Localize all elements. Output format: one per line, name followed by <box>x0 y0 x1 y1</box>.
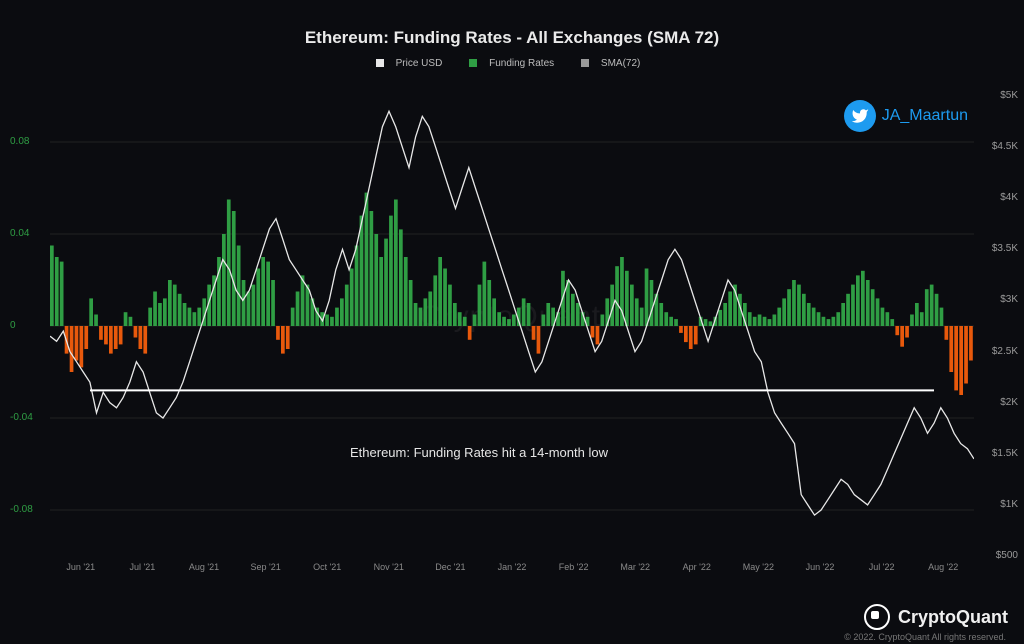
legend-label: SMA(72) <box>601 58 640 69</box>
x-tick: Apr '22 <box>683 562 711 572</box>
x-tick: Feb '22 <box>559 562 589 572</box>
y-right-tick: $500 <box>996 550 1018 561</box>
chart-title: Ethereum: Funding Rates - All Exchanges … <box>0 28 1024 48</box>
x-tick: Mar '22 <box>620 562 650 572</box>
legend-item: Price USD <box>376 58 451 69</box>
x-tick: Nov '21 <box>374 562 404 572</box>
x-tick: Jul '21 <box>130 562 156 572</box>
x-tick: Aug '21 <box>189 562 219 572</box>
x-tick: Aug '22 <box>928 562 958 572</box>
y-right-tick: $5K <box>1000 90 1018 101</box>
brand-name: CryptoQuant <box>898 607 1008 628</box>
brand-icon <box>864 604 890 630</box>
y-right-tick: $4K <box>1000 192 1018 203</box>
x-tick: May '22 <box>743 562 774 572</box>
legend-item: SMA(72) <box>581 58 648 69</box>
twitter-badge[interactable]: JA_Maartun <box>844 100 968 132</box>
y-left-tick: 0 <box>10 320 16 331</box>
y-left-tick: 0.04 <box>10 228 29 239</box>
legend-label: Price USD <box>396 58 443 69</box>
x-tick: Sep '21 <box>250 562 280 572</box>
y-left-tick: -0.08 <box>10 504 33 515</box>
twitter-handle: JA_Maartun <box>882 107 968 125</box>
copyright: © 2022. CryptoQuant All rights reserved. <box>844 632 1006 642</box>
plot-area <box>50 96 974 556</box>
branding: CryptoQuant <box>864 604 1008 630</box>
y-left-tick: -0.04 <box>10 412 33 423</box>
y-right-tick: $4.5K <box>992 141 1018 152</box>
y-right-tick: $1.5K <box>992 448 1018 459</box>
legend-item: Funding Rates <box>469 58 562 69</box>
x-tick: Jul '22 <box>869 562 895 572</box>
twitter-icon <box>844 100 876 132</box>
x-tick: Jun '21 <box>66 562 95 572</box>
x-tick: Jun '22 <box>806 562 835 572</box>
y-right-tick: $3.5K <box>992 243 1018 254</box>
y-right-tick: $3K <box>1000 294 1018 305</box>
annotation-text: Ethereum: Funding Rates hit a 14-month l… <box>350 445 608 460</box>
y-right-tick: $1K <box>1000 499 1018 510</box>
y-right-tick: $2.5K <box>992 346 1018 357</box>
legend: Price USD Funding Rates SMA(72) <box>0 58 1024 69</box>
x-tick: Oct '21 <box>313 562 341 572</box>
y-left-tick: 0.08 <box>10 136 29 147</box>
y-right-tick: $2K <box>1000 397 1018 408</box>
x-tick: Jan '22 <box>498 562 527 572</box>
x-tick: Dec '21 <box>435 562 465 572</box>
legend-label: Funding Rates <box>489 58 554 69</box>
